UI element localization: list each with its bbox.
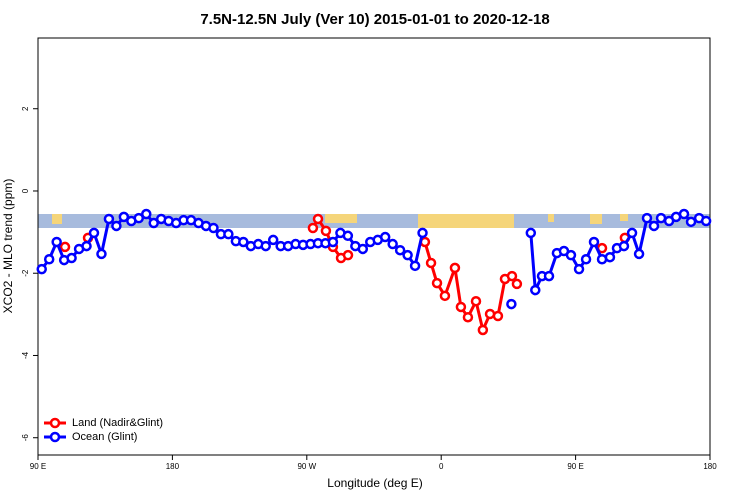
point [492, 310, 504, 322]
point [409, 260, 421, 272]
y-tick-label: -4 [21, 351, 30, 359]
point [506, 270, 518, 282]
point [678, 208, 690, 220]
point [88, 227, 100, 239]
y-tick-label: -6 [21, 434, 30, 442]
point [51, 236, 62, 248]
point [685, 216, 697, 228]
legend-marker [49, 431, 61, 443]
point [506, 298, 517, 310]
point [402, 249, 413, 261]
point [580, 253, 592, 265]
plot-frame [37, 37, 711, 456]
point [530, 284, 541, 296]
point [81, 240, 92, 252]
y-axis-label: XCO2 - MLO trend (ppm) [1, 179, 15, 314]
point [133, 212, 145, 224]
point [312, 213, 324, 225]
point [477, 324, 489, 336]
point [238, 236, 249, 248]
y-tick-label: 2 [21, 106, 30, 111]
point [511, 278, 523, 290]
point [439, 290, 451, 302]
point [543, 270, 555, 282]
point [43, 253, 55, 265]
point [618, 240, 630, 252]
x-axis-label: Longitude (deg E) [327, 476, 422, 490]
point [96, 248, 107, 260]
point [307, 222, 319, 234]
point [36, 263, 47, 275]
legend: Land (Nadir&Glint) Ocean (Glint) [44, 417, 163, 443]
point [431, 277, 443, 289]
point [148, 217, 159, 229]
point [462, 311, 474, 323]
point [223, 228, 234, 240]
legend-label: Ocean (Glint) [72, 431, 137, 443]
point [470, 295, 482, 307]
point [103, 213, 115, 225]
x-tick-label: 180 [703, 462, 717, 471]
point [455, 301, 467, 313]
legend-label: Land (Nadir&Glint) [72, 417, 163, 429]
point [648, 220, 660, 232]
point [59, 241, 71, 253]
x-tick-label: 180 [166, 462, 180, 471]
x-tick-label: 90 E [567, 462, 583, 471]
point [66, 252, 77, 264]
point [655, 212, 667, 224]
point [379, 231, 391, 243]
point [573, 263, 585, 275]
point [633, 248, 645, 260]
y-tick-label: 0 [21, 188, 30, 193]
point [565, 249, 577, 261]
point [417, 227, 428, 239]
point [387, 238, 398, 250]
point [588, 236, 600, 248]
point [604, 251, 616, 263]
point [267, 234, 279, 246]
point [700, 215, 712, 227]
point [320, 225, 332, 237]
point [208, 222, 219, 234]
point [342, 230, 354, 242]
point [449, 262, 461, 274]
y-tick-label: -2 [21, 269, 30, 277]
point [641, 212, 653, 224]
point [342, 249, 354, 261]
point [260, 240, 271, 252]
chart-title: 7.5N-12.5N July (Ver 10) 2015-01-01 to 2… [200, 11, 549, 28]
point [626, 227, 638, 239]
point [141, 208, 152, 220]
x-tick-label: 90 W [297, 462, 316, 471]
point [327, 236, 339, 248]
point [525, 227, 537, 239]
point [394, 244, 406, 256]
point [111, 220, 122, 232]
x-tick-label: 90 E [30, 462, 46, 471]
legend-marker [49, 417, 61, 429]
point [357, 243, 369, 255]
point [118, 211, 130, 223]
x-tick-label: 0 [439, 462, 444, 471]
point [425, 257, 437, 269]
